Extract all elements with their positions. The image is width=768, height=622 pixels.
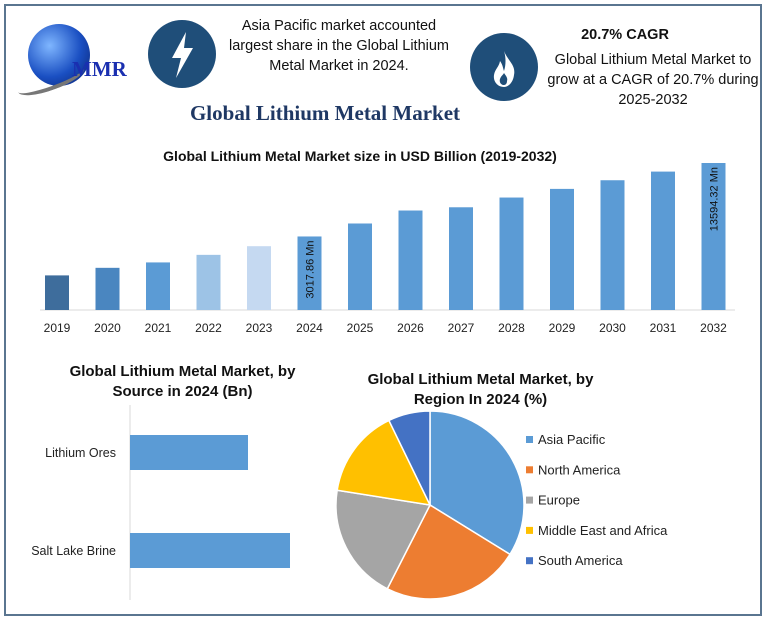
- bar-2021: [146, 262, 170, 310]
- legend-swatch: [526, 496, 533, 504]
- tick-label-2031: 2031: [650, 321, 677, 335]
- legend-label: Europe: [538, 493, 580, 508]
- data-label-2032: 13594.32 Mn: [709, 167, 721, 231]
- mmr-logo: MMR: [14, 14, 144, 102]
- tick-label-2028: 2028: [498, 321, 525, 335]
- pie-slice-north-america: [386, 503, 512, 600]
- legend-swatch: [526, 557, 533, 565]
- legend-label: Asia Pacific: [538, 432, 606, 447]
- source-chart-title: Global Lithium Metal Market, by Source i…: [69, 363, 296, 400]
- bar-2029: [550, 188, 574, 310]
- legend-swatch: [526, 436, 533, 443]
- legend-swatch: [526, 526, 533, 534]
- bar-2028: [499, 197, 524, 310]
- tick-label-2032: 2032: [700, 321, 727, 335]
- bar-salt-lake-brine: [130, 533, 290, 568]
- bar-2024: [297, 236, 322, 310]
- tick-label-2019: 2019: [44, 321, 71, 335]
- legend-label: North America: [538, 462, 621, 477]
- bar-lithium-ores: [130, 435, 248, 470]
- category-label: Lithium Ores: [45, 446, 116, 460]
- bar-2020: [95, 267, 120, 310]
- bar-2019: [45, 275, 69, 310]
- logo-text: MMR: [72, 57, 127, 81]
- legend-label: Middle East and Africa: [538, 523, 668, 538]
- bar-2027: [449, 207, 473, 310]
- bar-2023: [247, 246, 271, 310]
- pie-slice-asia-pacific: [429, 410, 525, 556]
- pie-slice-europe: [335, 489, 432, 590]
- category-label: Salt Lake Brine: [31, 544, 116, 558]
- bar-2032: [701, 163, 726, 310]
- tick-label-2020: 2020: [94, 321, 121, 335]
- bar-2025: [348, 223, 372, 310]
- infographic-frame: [4, 4, 762, 616]
- tick-label-2027: 2027: [448, 321, 475, 335]
- highlight-asia-pacific: Asia Pacific market accounted largest sh…: [228, 18, 450, 74]
- tick-label-2026: 2026: [397, 321, 424, 335]
- bar-2026: [398, 210, 423, 310]
- tick-label-2023: 2023: [246, 321, 273, 335]
- pie-slice-middle-east-and-africa: [336, 419, 432, 506]
- tick-label-2030: 2030: [599, 321, 626, 335]
- data-label-2024: 3017.86 Mn: [305, 240, 317, 298]
- bar-2030: [600, 180, 625, 310]
- tick-label-2022: 2022: [195, 321, 222, 335]
- tick-label-2021: 2021: [145, 321, 172, 335]
- legend-label: South America: [538, 553, 623, 568]
- bar-2022: [196, 254, 221, 310]
- lightning-icon: [148, 20, 216, 88]
- region-chart-title: Global Lithium Metal Market, by Region I…: [367, 371, 594, 408]
- pie-slice-south-america: [387, 410, 431, 506]
- highlight-cagr: Global Lithium Metal Market to grow at a…: [547, 52, 759, 108]
- tick-label-2024: 2024: [296, 321, 323, 335]
- tick-label-2029: 2029: [549, 321, 576, 335]
- flame-icon: [470, 33, 538, 101]
- cagr-title: 20.7% CAGR: [581, 27, 669, 43]
- market-size-chart-title: Global Lithium Metal Market size in USD …: [163, 148, 557, 164]
- tick-label-2025: 2025: [347, 321, 374, 335]
- page-title: Global Lithium Metal Market: [189, 101, 461, 125]
- bar-2031: [651, 171, 675, 310]
- legend-swatch: [526, 466, 533, 474]
